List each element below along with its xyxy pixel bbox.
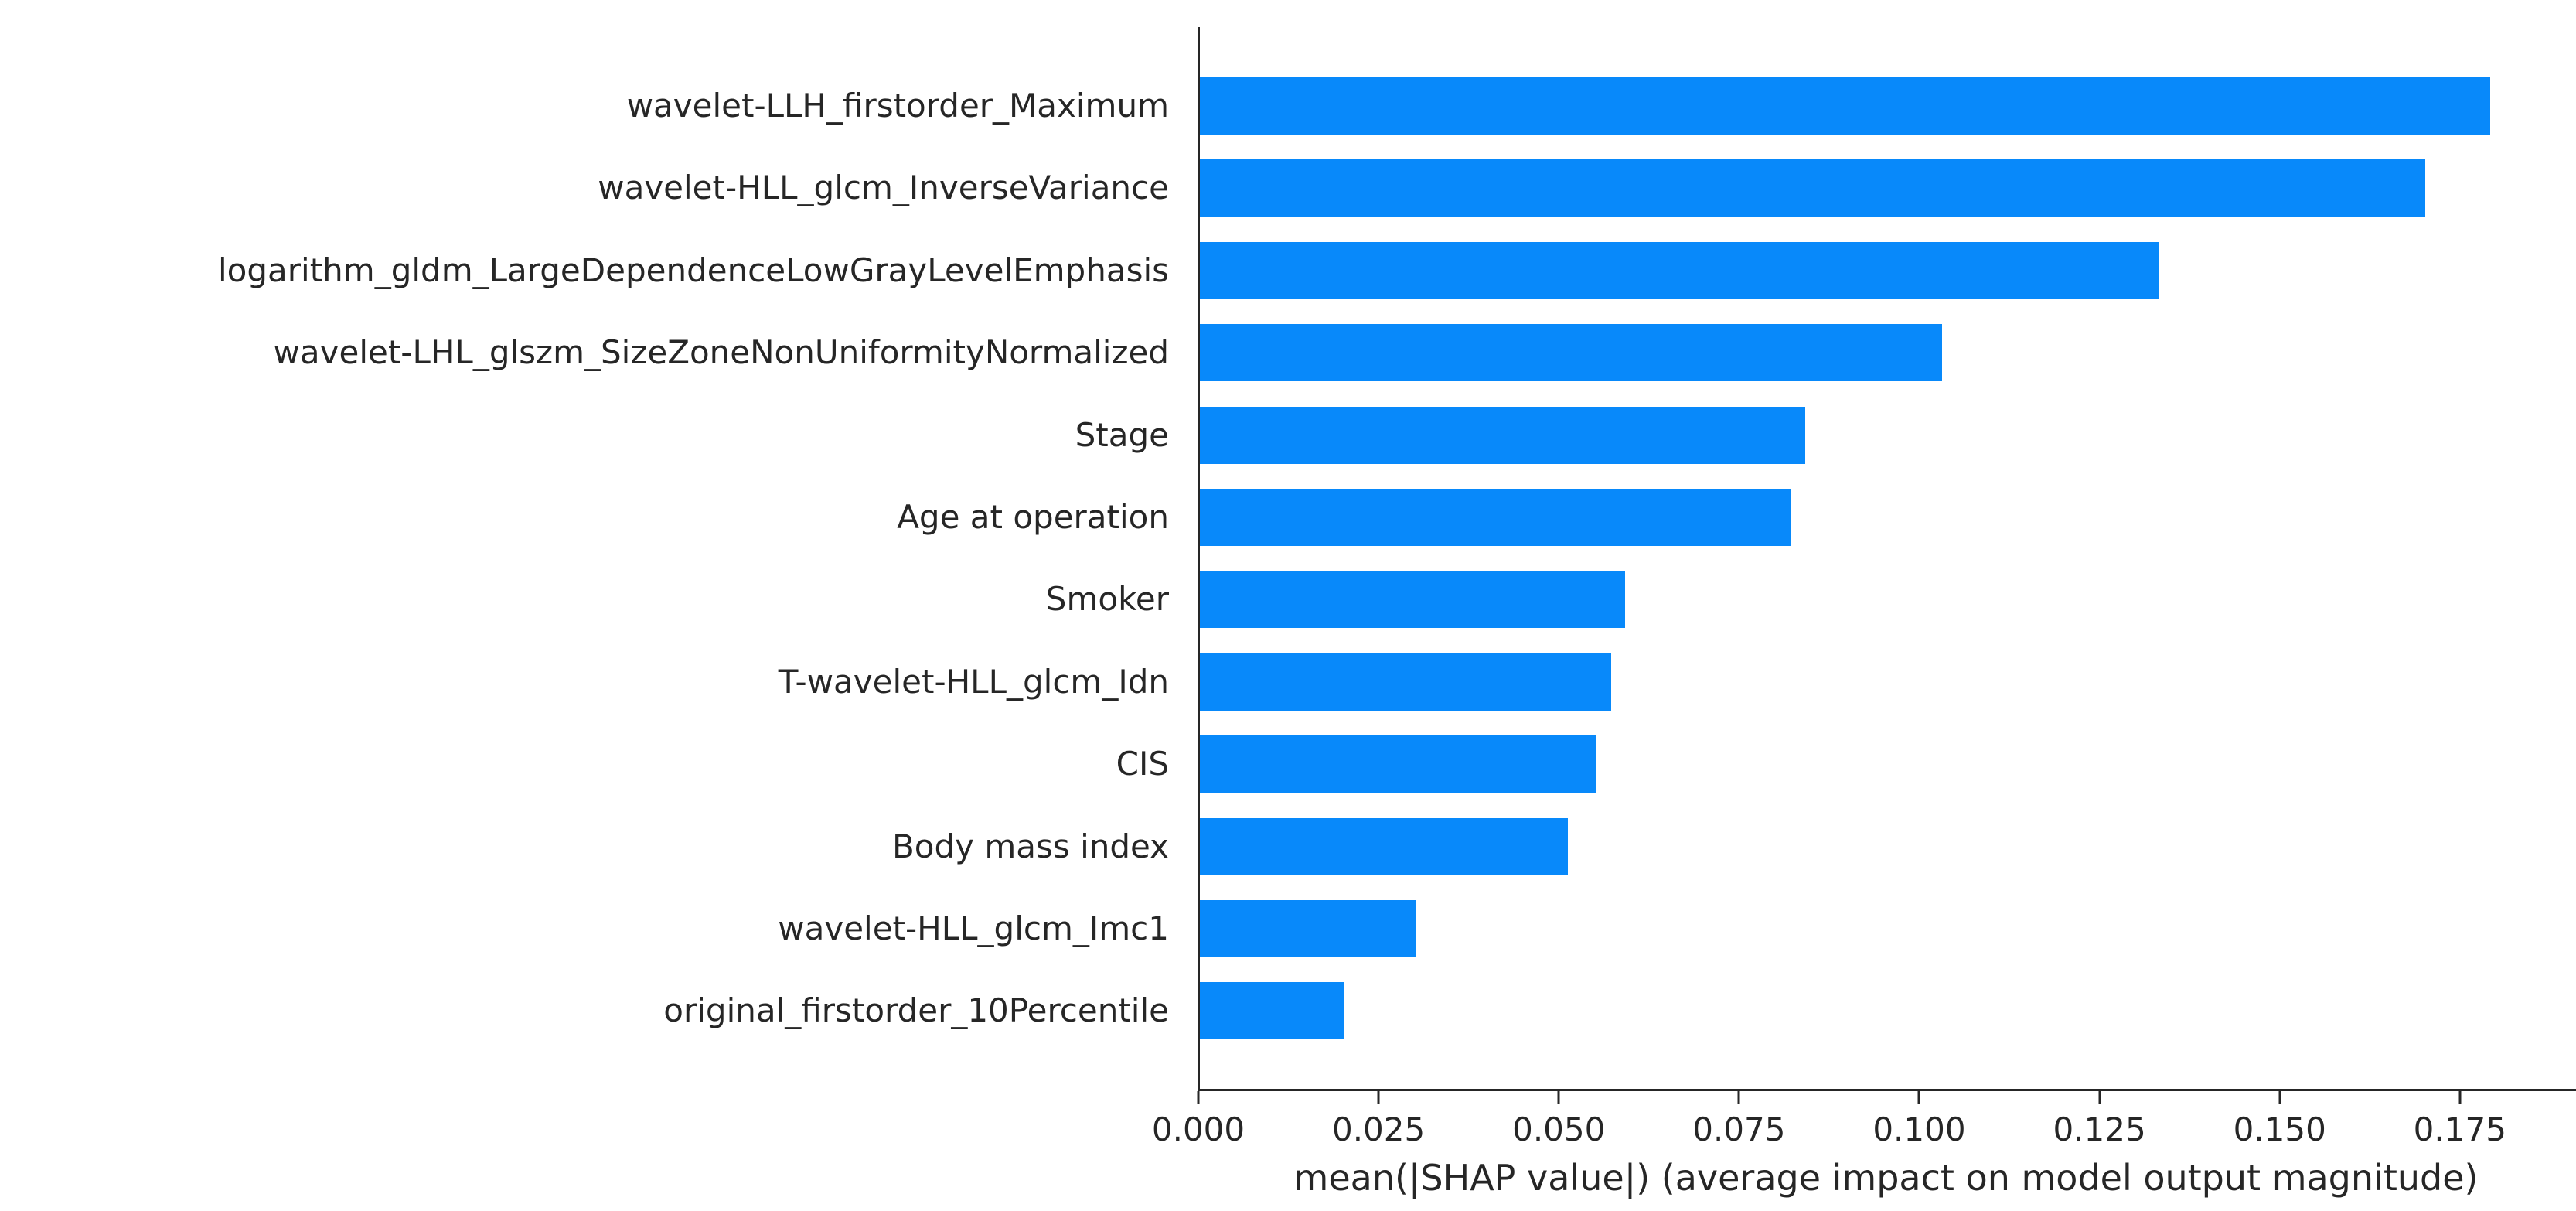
x-tick-label: 0.175 [2413, 1110, 2506, 1148]
category-label: Body mass index [891, 827, 1169, 865]
x-tick-mark [1557, 1091, 1560, 1104]
category-label: Smoker [1045, 580, 1169, 619]
bar [1200, 735, 1596, 793]
category-label: T-wavelet-HLL_glcm_Idn [778, 662, 1169, 701]
category-label: wavelet-LHL_glszm_SizeZoneNonUniformityN… [273, 333, 1169, 372]
bar [1200, 817, 1568, 875]
x-tick-mark [1377, 1091, 1380, 1104]
category-label: wavelet-LLH_firstorder_Maximum [626, 86, 1169, 125]
bar [1200, 159, 2425, 217]
bar [1200, 77, 2490, 135]
x-tick-mark [2458, 1091, 2462, 1104]
bar [1200, 571, 1625, 629]
category-label: original_firstorder_10Percentile [663, 991, 1169, 1030]
bar [1200, 489, 1791, 546]
x-tick-mark [1737, 1091, 1740, 1104]
x-axis-label: mean(|SHAP value|) (average impact on mo… [1293, 1157, 2479, 1199]
category-label: wavelet-HLL_glcm_Imc1 [778, 909, 1169, 947]
x-tick-label: 0.125 [2053, 1110, 2146, 1148]
bar [1200, 406, 1805, 464]
x-tick-label: 0.075 [1692, 1110, 1786, 1148]
x-tick-mark [1917, 1091, 1920, 1104]
x-tick-mark [2098, 1091, 2101, 1104]
x-tick-mark [2278, 1091, 2281, 1104]
x-tick-label: 0.025 [1331, 1110, 1426, 1148]
x-tick-label: 0.050 [1512, 1110, 1606, 1148]
bar [1200, 900, 1416, 957]
bar [1200, 982, 1344, 1040]
x-tick-label: 0.000 [1151, 1110, 1245, 1148]
x-tick-mark [1197, 1091, 1200, 1104]
y-axis-spine [1198, 27, 1200, 1091]
category-label: Age at operation [897, 497, 1169, 536]
x-tick-label: 0.150 [2233, 1110, 2326, 1148]
category-label: CIS [1116, 745, 1169, 783]
bar [1200, 653, 1611, 711]
category-label: logarithm_gldm_LargeDependenceLowGrayLev… [218, 251, 1169, 289]
category-label: wavelet-HLL_glcm_InverseVariance [598, 169, 1169, 207]
x-axis-spine [1198, 1089, 2576, 1091]
bar [1200, 324, 1942, 382]
bar [1200, 241, 2159, 299]
x-tick-label: 0.100 [1872, 1110, 1966, 1148]
category-label: Stage [1075, 415, 1169, 454]
